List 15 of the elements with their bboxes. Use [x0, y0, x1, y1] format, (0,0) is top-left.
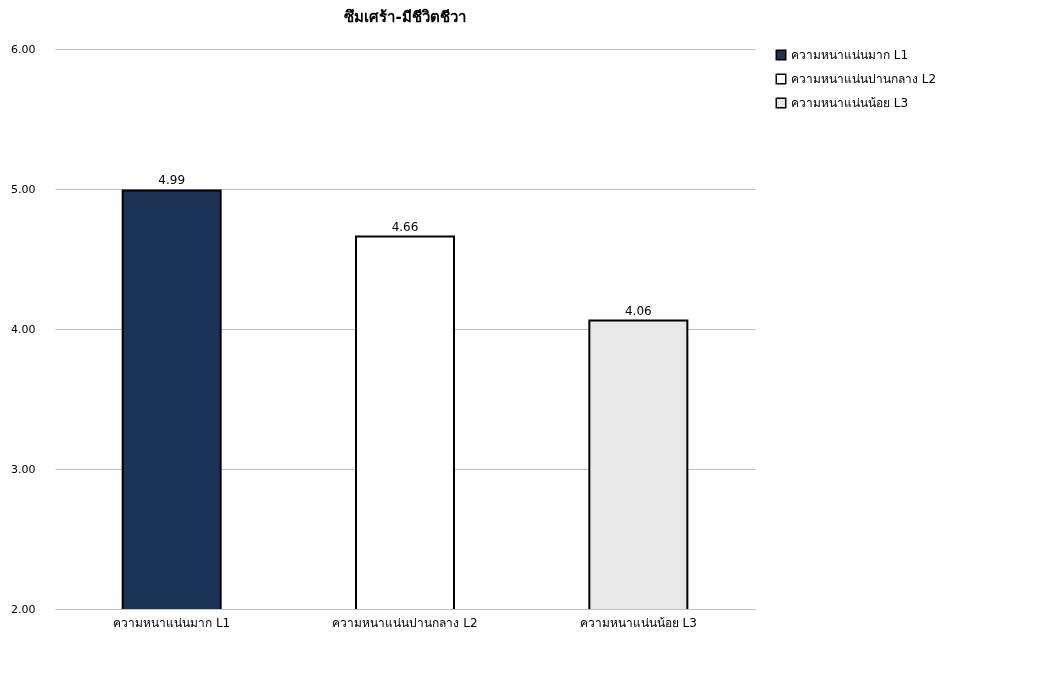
data-label: 4.66	[391, 219, 419, 234]
y-tick-label: 2.00	[11, 602, 36, 616]
y-tick-label: 3.00	[11, 462, 36, 476]
data-label: 4.99	[158, 173, 186, 188]
x-tick-label: ความหนาแน่นมาก L1	[113, 615, 231, 630]
legend-label: ความหนาแน่นมาก L1	[791, 48, 909, 62]
y-tick-label: 6.00	[11, 42, 36, 56]
legend-label: ความหนาแน่นน้อย L3	[791, 96, 909, 110]
data-label: 4.06	[624, 303, 652, 318]
y-tick-label: 5.00	[11, 182, 36, 196]
legend-label: ความหนาแน่นปานกลาง L2	[791, 72, 937, 86]
x-tick-label: ความหนาแน่นน้อย L3	[579, 615, 697, 630]
x-tick-label: ความหนาแน่นปานกลาง L2	[332, 615, 478, 630]
y-tick-label: 4.00	[11, 322, 36, 336]
chart-title: ซึมเศร้า-มีชีวิตชีวา	[344, 8, 466, 26]
